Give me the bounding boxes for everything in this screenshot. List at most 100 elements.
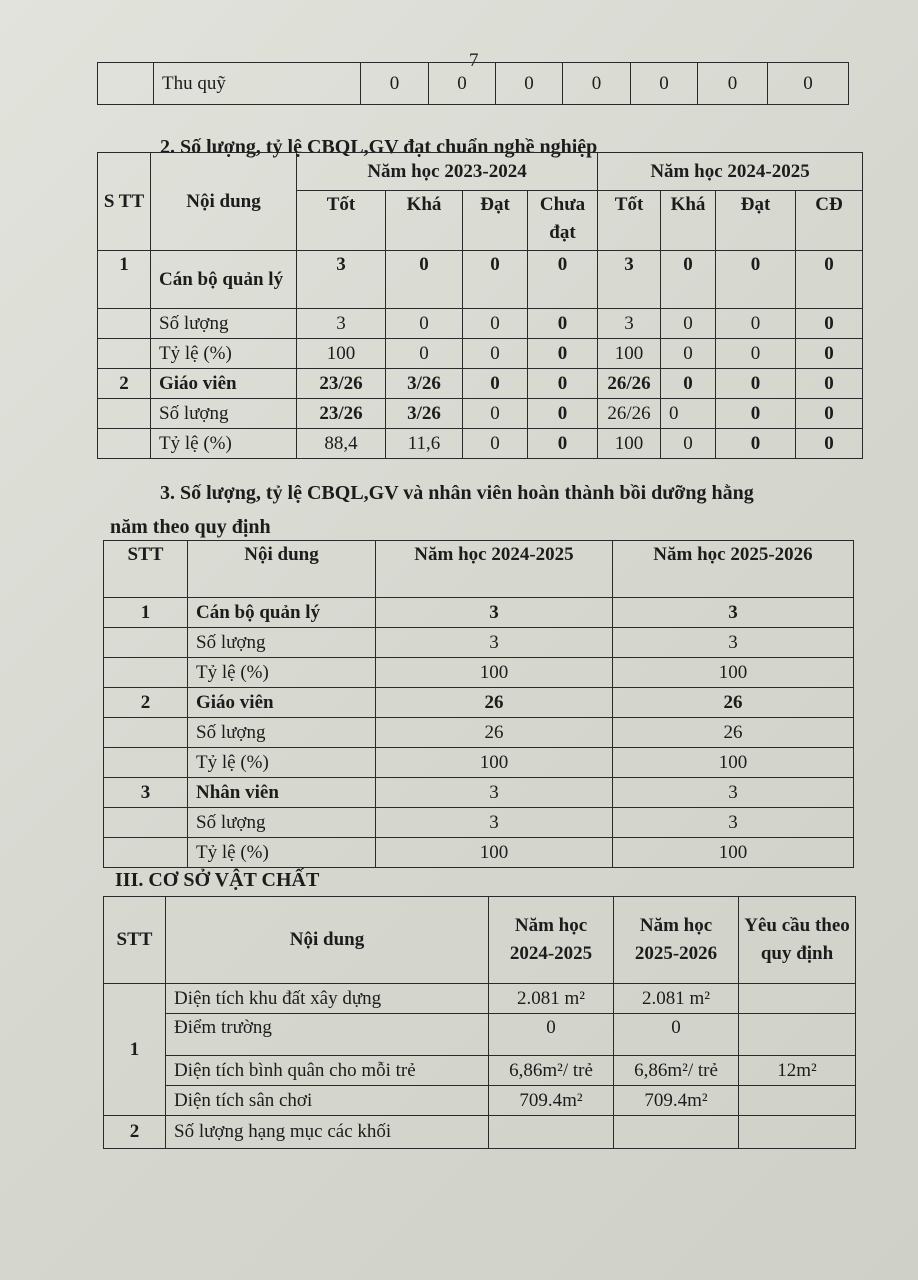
table-cell: 0 bbox=[526, 308, 599, 339]
table-cell: Diện tích bình quân cho mỗi trẻ bbox=[165, 1055, 489, 1086]
table-cell: Khá bbox=[385, 190, 463, 251]
table-cell: 6,86m²/ trẻ bbox=[488, 1055, 614, 1086]
table-cell: 0 bbox=[488, 1013, 614, 1056]
table-cell: 0 bbox=[795, 368, 864, 399]
table-cell: 1 bbox=[103, 597, 188, 628]
table-cell: Cán bộ quản lý bbox=[150, 250, 297, 309]
table-cell bbox=[613, 1115, 739, 1149]
table-cell: 23/26 bbox=[296, 398, 386, 429]
table-cell: Năm học 2025-2026 bbox=[613, 896, 739, 984]
table-cell: 3 bbox=[103, 777, 188, 808]
table-cell: 100 bbox=[612, 747, 854, 778]
fragment-table: Thu quỹ 0 0 0 0 0 0 0 bbox=[97, 62, 849, 105]
facilities-table: STT Nội dung Năm học 2024-2025 Năm học 2025… bbox=[103, 896, 856, 1149]
table-cell: 0 bbox=[715, 250, 797, 309]
table-cell: 88,4 bbox=[296, 428, 386, 459]
table-cell: S TT bbox=[97, 152, 151, 251]
table-cell: Năm học 2025-2026 bbox=[612, 540, 854, 598]
table-cell bbox=[97, 308, 151, 339]
table-cell: Chưa đạt bbox=[526, 190, 599, 251]
table-cell: 0 bbox=[526, 368, 599, 399]
table-cell: 0 bbox=[613, 1013, 739, 1056]
section-3-heading-line1: 3. Số lượng, tỷ lệ CBQL,GV và nhân viên … bbox=[160, 482, 754, 504]
table-cell: Nhân viên bbox=[187, 777, 376, 808]
table-cell: Số lượng bbox=[187, 807, 376, 838]
table-cell: Yêu cầu theo quy định bbox=[738, 896, 856, 984]
table-cell bbox=[103, 747, 188, 778]
table-cell: 3/26 bbox=[385, 368, 463, 399]
page-number: 7 bbox=[469, 50, 479, 71]
table-cell bbox=[97, 428, 151, 459]
table-cell: 0 bbox=[462, 398, 528, 429]
table-cell: Số lượng bbox=[187, 717, 376, 748]
table-row: Tỷ lệ (%) 100 100 bbox=[103, 747, 854, 778]
section-3-heading-line2: năm theo quy định bbox=[110, 516, 271, 538]
table-cell: Số lượng bbox=[187, 627, 376, 658]
table-cell: Khá bbox=[660, 190, 717, 251]
table-cell: Thu quỹ bbox=[153, 62, 361, 105]
table-cell: 0 bbox=[767, 62, 849, 105]
table-cell: Giáo viên bbox=[150, 368, 297, 399]
table-cell: 2 bbox=[103, 687, 188, 718]
table-cell: 0 bbox=[795, 308, 864, 339]
section-iii-heading: III. CƠ SỞ VẬT CHẤT bbox=[115, 869, 320, 891]
table-cell: Tỷ lệ (%) bbox=[150, 338, 297, 369]
table-cell: 0 bbox=[526, 250, 599, 309]
table-cell: 0 bbox=[462, 428, 528, 459]
table-row: Điểm trường 0 0 bbox=[104, 1013, 856, 1056]
table-cell: 0 bbox=[660, 338, 717, 369]
table-cell: Năm học 2024-2025 bbox=[488, 896, 614, 984]
table-cell bbox=[97, 398, 151, 429]
table-cell: 0 bbox=[562, 62, 631, 105]
table-cell: 3 bbox=[296, 308, 386, 339]
table-cell: 0 bbox=[715, 368, 797, 399]
table-cell bbox=[103, 837, 188, 868]
table-cell: Nội dung bbox=[150, 152, 297, 251]
table-cell: 0 bbox=[526, 338, 599, 369]
table-cell: 3 bbox=[612, 597, 854, 628]
table-cell bbox=[97, 62, 154, 105]
table-cell bbox=[103, 657, 188, 688]
table-cell: 2.081 m² bbox=[613, 983, 739, 1014]
table-cell: 100 bbox=[612, 657, 854, 688]
table-cell: 6,86m²/ trẻ bbox=[613, 1055, 739, 1086]
table-cell: 0 bbox=[526, 398, 599, 429]
table-row: Tỷ lệ (%) 100 0 0 0 100 0 0 0 bbox=[97, 338, 864, 369]
table-cell: 0 bbox=[715, 398, 797, 429]
table-cell: 0 bbox=[715, 428, 797, 459]
table-cell bbox=[103, 627, 188, 658]
table-header-row: STT Nội dung Năm học 2024-2025 Năm học 2025… bbox=[103, 896, 856, 984]
table-cell: 100 bbox=[612, 837, 854, 868]
table-cell: 0 bbox=[462, 250, 528, 309]
table-cell: Điểm trường bbox=[165, 1013, 489, 1056]
table-cell: 100 bbox=[296, 338, 386, 369]
training-completion-table: STT Nội dung Năm học 2024-2025 Năm học 2025… bbox=[103, 540, 854, 868]
table-cell: Năm học 2024-2025 bbox=[375, 540, 613, 598]
table-cell: Nội dung bbox=[165, 896, 489, 984]
table-cell: 0 bbox=[660, 398, 717, 429]
table-cell: Tỷ lệ (%) bbox=[187, 657, 376, 688]
table-cell: Cán bộ quản lý bbox=[187, 597, 376, 628]
table-cell: 0 bbox=[715, 338, 797, 369]
table-cell: 0 bbox=[385, 250, 463, 309]
table-row: 2 Giáo viên 26 26 bbox=[103, 687, 854, 718]
table-cell: 0 bbox=[462, 368, 528, 399]
table-cell: Diện tích sân chơi bbox=[165, 1085, 489, 1116]
table-cell bbox=[488, 1115, 614, 1149]
table-cell: 0 bbox=[697, 62, 768, 105]
table-cell: 0 bbox=[795, 250, 864, 309]
table-row: 2 Số lượng hạng mục các khối bbox=[103, 1115, 856, 1149]
table-cell: 3 bbox=[612, 807, 854, 838]
table-cell bbox=[738, 1013, 856, 1056]
table-cell: 3 bbox=[597, 250, 662, 309]
table-cell: Năm học 2023-2024 bbox=[295, 152, 599, 191]
table-cell: 0 bbox=[660, 308, 717, 339]
table-cell: 26 bbox=[612, 717, 854, 748]
table-cell: 3 bbox=[612, 627, 854, 658]
table-cell: Diện tích khu đất xây dựng bbox=[165, 983, 489, 1014]
table-cell bbox=[103, 717, 188, 748]
table-row: Số lượng 23/26 3/26 0 0 26/26 0 0 0 bbox=[97, 398, 864, 429]
table-cell: Đạt bbox=[715, 190, 797, 251]
table-cell: 709.4m² bbox=[613, 1085, 739, 1116]
table-cell: 0 bbox=[385, 338, 463, 369]
